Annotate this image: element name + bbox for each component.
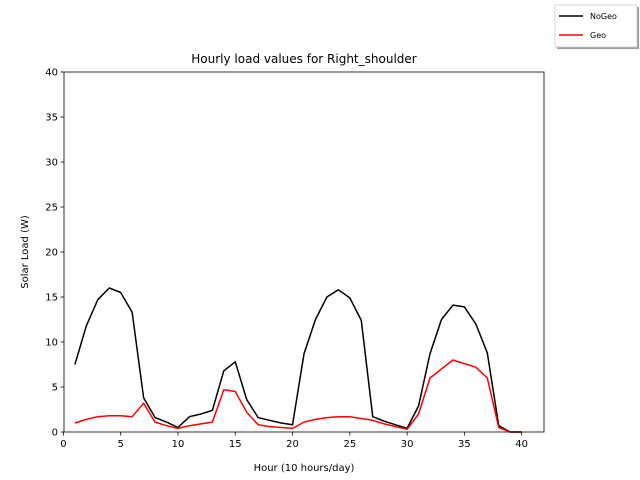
- y-tick-label: 30: [45, 158, 58, 169]
- x-axis-label: Hour (10 hours/day): [254, 463, 355, 474]
- y-axis-label: Solar Load (W): [20, 215, 31, 289]
- x-tick-label: 10: [172, 439, 185, 450]
- legend: [554, 4, 638, 48]
- y-tick-label: 5: [52, 383, 58, 394]
- y-tick-label: 20: [45, 248, 58, 259]
- legend-label-nogeo: NoGeo: [590, 12, 617, 21]
- legend-label-geo: Geo: [590, 31, 606, 40]
- y-tick-label: 0: [52, 428, 58, 439]
- y-tick-label: 40: [45, 68, 58, 79]
- plot-frame: [63, 71, 545, 433]
- chart-title: Hourly load values for Right_shoulder: [191, 52, 417, 66]
- y-tick-label: 15: [45, 293, 58, 304]
- x-tick-label: 35: [458, 439, 471, 450]
- x-tick-label: 20: [286, 439, 299, 450]
- x-tick-label: 30: [401, 439, 414, 450]
- series-line-nogeo: [74, 287, 522, 433]
- x-tick-label: 25: [343, 439, 356, 450]
- y-tick-label: 35: [45, 113, 58, 124]
- x-tick-label: 5: [118, 439, 124, 450]
- x-tick-label: 40: [515, 439, 528, 450]
- y-tick-label: 25: [45, 203, 58, 214]
- y-tick-label: 10: [45, 338, 58, 349]
- x-tick-label: 0: [60, 439, 66, 450]
- x-tick-label: 15: [229, 439, 242, 450]
- series-line-geo: [74, 359, 522, 433]
